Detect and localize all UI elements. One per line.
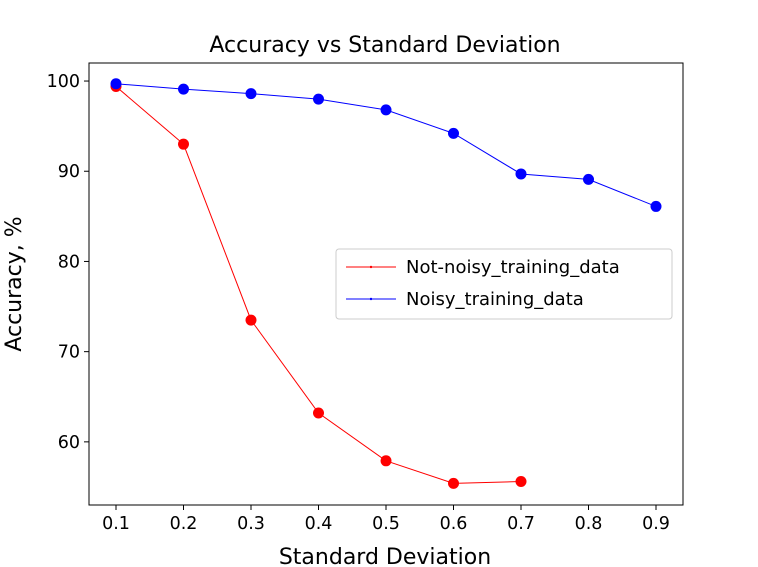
- legend-swatch-marker: [369, 265, 373, 269]
- data-point-noisy-training-data: [245, 88, 257, 100]
- data-point-not-noisy-training-data: [515, 476, 527, 488]
- x-axis-label: Standard Deviation: [279, 545, 491, 567]
- data-point-noisy-training-data: [448, 127, 459, 139]
- x-tick-label: 0.8: [575, 514, 603, 534]
- data-point-not-noisy-training-data: [313, 407, 324, 419]
- y-axis-label: Accuracy, %: [2, 216, 27, 351]
- chart-title: Accuracy vs Standard Deviation: [209, 33, 560, 58]
- x-tick-label: 0.3: [237, 514, 265, 534]
- y-tick-label: 90: [58, 162, 80, 182]
- series-noisy-training-data: [110, 78, 662, 212]
- x-tick-label: 0.5: [372, 514, 400, 534]
- data-point-noisy-training-data: [515, 168, 527, 180]
- data-point-noisy-training-data: [178, 83, 189, 95]
- data-point-not-noisy-training-data: [178, 138, 189, 150]
- x-tick-label: 0.4: [305, 514, 333, 534]
- data-point-noisy-training-data: [110, 78, 122, 90]
- legend: Not-noisy_training_data Noisy_training_da…: [335, 248, 673, 320]
- legend-swatch-marker: [369, 297, 373, 301]
- data-point-not-noisy-training-data: [245, 314, 257, 326]
- data-point-noisy-training-data: [583, 173, 594, 185]
- data-point-not-noisy-training-data: [380, 455, 392, 467]
- data-point-noisy-training-data: [313, 93, 324, 105]
- y-tick-label: 80: [58, 252, 80, 272]
- y-tick-label: 60: [58, 433, 80, 453]
- x-tick-label: 0.9: [642, 514, 670, 534]
- plot-area: 0.1 0.2 0.3 0.4 0.5 0.6 0.7 0.8 0.9 60 70 80 90 100: [47, 72, 670, 534]
- x-tick-label: 0.2: [170, 514, 198, 534]
- plot-frame: [88, 62, 684, 506]
- x-tick-label: 0.6: [440, 514, 468, 534]
- legend-box: [335, 248, 673, 320]
- x-tick-label: 0.7: [507, 514, 535, 534]
- data-point-noisy-training-data: [650, 200, 662, 212]
- data-point-not-noisy-training-data: [448, 477, 459, 489]
- y-tick-label: 70: [58, 343, 80, 363]
- legend-label: Not-noisy_training_data: [406, 257, 620, 278]
- x-tick-label: 0.1: [102, 514, 130, 534]
- y-tick-label: 100: [47, 72, 80, 92]
- legend-label: Noisy_training_data: [406, 289, 584, 310]
- series-line-noisy-training-data: [115, 83, 657, 207]
- data-point-noisy-training-data: [380, 104, 392, 116]
